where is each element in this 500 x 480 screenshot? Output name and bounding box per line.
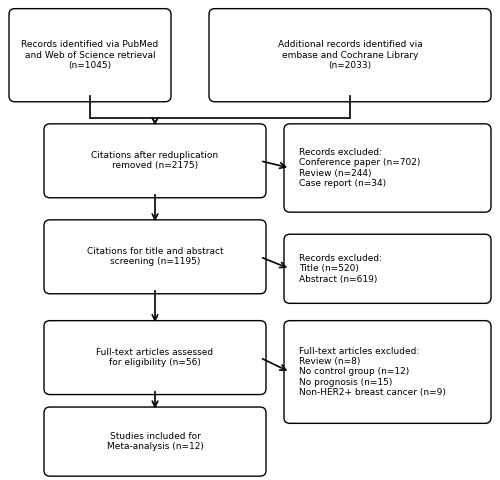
FancyBboxPatch shape [284, 234, 491, 303]
Text: Citations for title and abstract
screening (n=1195): Citations for title and abstract screeni… [86, 247, 224, 266]
Text: Records identified via PubMed
and Web of Science retrieval
(n=1045): Records identified via PubMed and Web of… [22, 40, 158, 70]
FancyBboxPatch shape [44, 124, 266, 198]
Text: Full-text articles excluded:
Review (n=8)
No control group (n=12)
No prognosis (: Full-text articles excluded: Review (n=8… [299, 347, 446, 397]
Text: Records excluded:
Title (n=520)
Abstract (n=619): Records excluded: Title (n=520) Abstract… [299, 254, 382, 284]
Text: Citations after reduplication
removed (n=2175): Citations after reduplication removed (n… [92, 151, 218, 170]
Text: Records excluded:
Conference paper (n=702)
Review (n=244)
Case report (n=34): Records excluded: Conference paper (n=70… [299, 148, 420, 188]
Text: Studies included for
Meta-analysis (n=12): Studies included for Meta-analysis (n=12… [106, 432, 204, 451]
FancyBboxPatch shape [284, 124, 491, 212]
FancyBboxPatch shape [44, 220, 266, 294]
Text: Full-text articles assessed
for eligibility (n=56): Full-text articles assessed for eligibil… [96, 348, 214, 367]
FancyBboxPatch shape [44, 321, 266, 395]
FancyBboxPatch shape [44, 407, 266, 476]
FancyBboxPatch shape [284, 321, 491, 423]
FancyBboxPatch shape [209, 9, 491, 102]
FancyBboxPatch shape [9, 9, 171, 102]
Text: Additional records identified via
embase and Cochrane Library
(n=2033): Additional records identified via embase… [278, 40, 422, 70]
